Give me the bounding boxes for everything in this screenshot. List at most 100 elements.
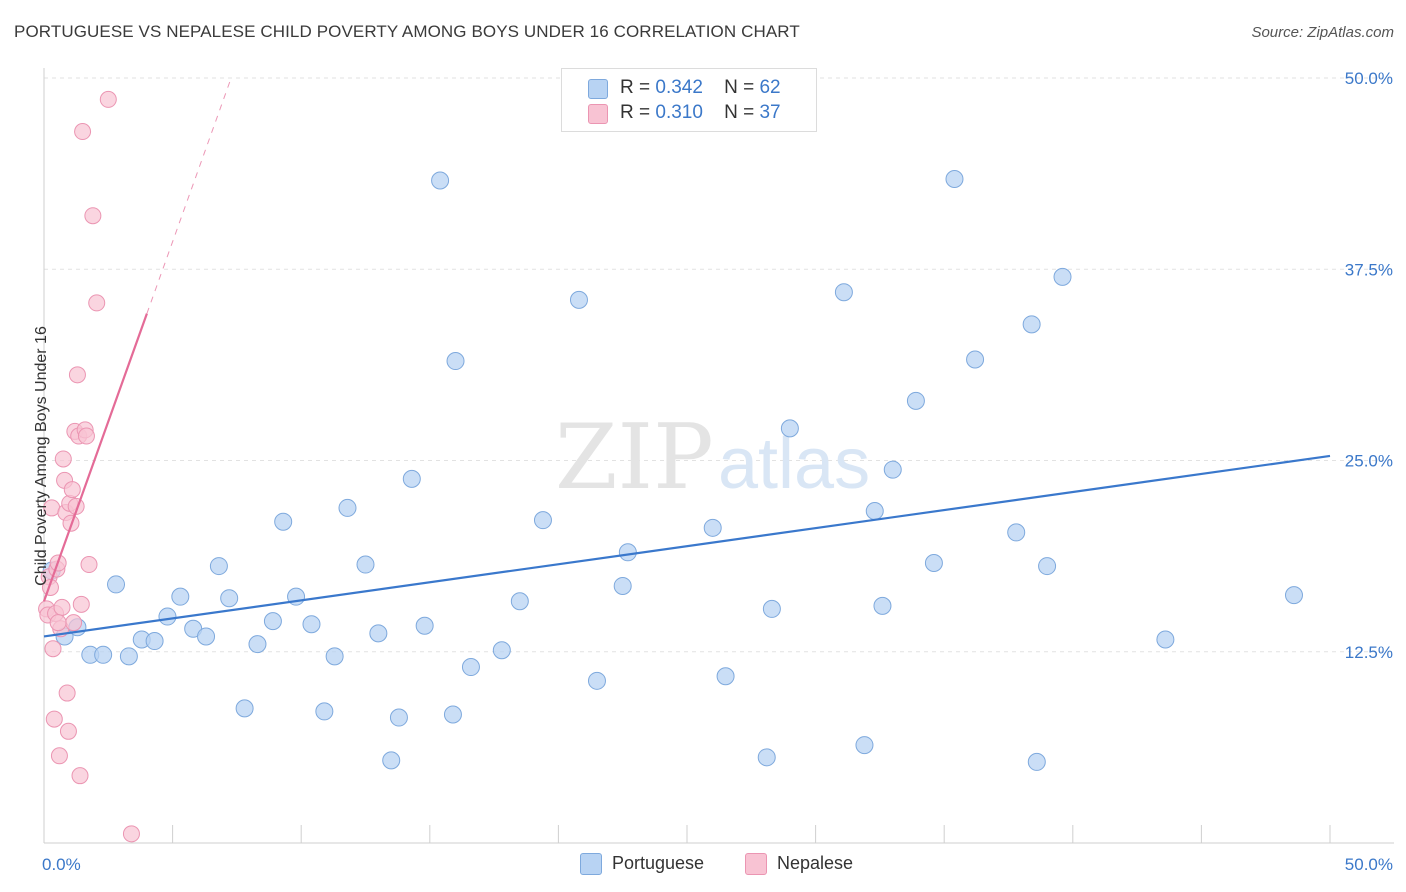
- point-portuguese: [492, 641, 511, 660]
- point-portuguese: [834, 283, 853, 302]
- point-portuguese: [533, 511, 552, 530]
- point-portuguese: [762, 599, 781, 618]
- bottom-legend-swatch-nepalese: [745, 853, 767, 875]
- point-portuguese: [382, 751, 401, 770]
- source-label: Source: ZipAtlas.com: [1251, 24, 1394, 41]
- point-portuguese: [757, 748, 776, 767]
- point-portuguese: [446, 352, 465, 371]
- point-nepalese: [49, 614, 67, 632]
- x-tick-label: 50.0%: [1345, 855, 1393, 874]
- point-portuguese: [906, 391, 925, 410]
- point-portuguese: [431, 171, 450, 190]
- point-portuguese: [235, 699, 254, 718]
- point-portuguese: [1027, 752, 1046, 771]
- point-portuguese: [703, 518, 722, 537]
- legend-n-value: 37: [759, 102, 781, 123]
- point-portuguese: [302, 615, 321, 634]
- point-portuguese: [1156, 630, 1175, 649]
- legend-swatch-nepalese: [588, 104, 608, 124]
- point-portuguese: [356, 555, 375, 574]
- trendline-nepalese-extension: [146, 77, 232, 314]
- point-portuguese: [197, 627, 216, 646]
- point-portuguese: [1284, 586, 1303, 605]
- point-portuguese: [865, 501, 884, 520]
- x-tick-label: 0.0%: [42, 855, 81, 874]
- legend-r-label: R =: [620, 102, 651, 123]
- bottom-legend-swatch-portuguese: [580, 853, 602, 875]
- legend-n-value: 62: [759, 77, 781, 98]
- stats-legend: R = 0.342 N = 62 R = 0.310 N = 37: [561, 68, 817, 132]
- point-nepalese: [74, 123, 92, 141]
- point-portuguese: [569, 290, 588, 309]
- point-nepalese: [54, 450, 72, 468]
- point-nepalese: [63, 481, 81, 499]
- point-portuguese: [966, 350, 985, 369]
- point-portuguese: [338, 498, 357, 517]
- point-portuguese: [119, 647, 138, 666]
- bottom-legend-label-portuguese: Portuguese: [612, 853, 705, 873]
- point-portuguese: [716, 667, 735, 686]
- point-portuguese: [158, 607, 177, 626]
- y-tick-label: 25.0%: [1345, 452, 1393, 471]
- point-portuguese: [402, 469, 421, 488]
- point-portuguese: [171, 587, 190, 606]
- watermark-atlas: atlas: [718, 424, 870, 504]
- point-portuguese: [369, 624, 388, 643]
- point-portuguese: [945, 169, 964, 188]
- point-portuguese: [613, 576, 632, 595]
- point-portuguese: [924, 554, 943, 573]
- point-portuguese: [883, 460, 902, 479]
- legend-r-label: R =: [620, 77, 651, 98]
- y-axis-label: Child Poverty Among Boys Under 16: [33, 326, 50, 586]
- point-portuguese: [209, 557, 228, 576]
- point-portuguese: [325, 647, 344, 666]
- y-axis-label-wrap: Child Poverty Among Boys Under 16: [14, 0, 50, 892]
- point-nepalese: [80, 556, 98, 574]
- point-portuguese: [461, 658, 480, 677]
- point-nepalese: [84, 207, 102, 225]
- point-nepalese: [45, 710, 63, 728]
- point-nepalese: [59, 722, 77, 740]
- point-nepalese: [122, 825, 140, 843]
- point-nepalese: [72, 595, 90, 613]
- point-portuguese: [107, 575, 126, 594]
- trendline-nepalese: [42, 313, 148, 602]
- legend-n-label: N =: [724, 102, 755, 123]
- point-portuguese: [274, 512, 293, 531]
- point-nepalese: [68, 366, 86, 384]
- point-nepalese: [71, 767, 89, 785]
- point-portuguese: [873, 596, 892, 615]
- point-portuguese: [1038, 557, 1057, 576]
- point-portuguese: [855, 736, 874, 755]
- point-portuguese: [1022, 315, 1041, 334]
- point-portuguese: [780, 419, 799, 438]
- point-portuguese: [415, 616, 434, 635]
- point-portuguese: [220, 589, 239, 608]
- point-portuguese: [443, 705, 462, 724]
- point-nepalese: [99, 90, 117, 108]
- legend-swatch-portuguese: [588, 79, 608, 99]
- point-portuguese: [94, 645, 113, 664]
- trendline-portuguese: [43, 454, 1331, 638]
- point-portuguese: [315, 702, 334, 721]
- bottom-legend-label-nepalese: Nepalese: [777, 853, 854, 873]
- legend-n-label: N =: [724, 77, 755, 98]
- legend-text-nepalese: R = 0.310 N = 37: [620, 102, 781, 124]
- point-portuguese: [1007, 523, 1026, 542]
- point-nepalese: [50, 747, 68, 765]
- point-nepalese: [77, 427, 95, 445]
- point-nepalese: [53, 598, 71, 616]
- point-nepalese: [44, 640, 62, 658]
- point-portuguese: [1053, 267, 1072, 286]
- legend-r-value: 0.342: [655, 77, 703, 98]
- point-portuguese: [145, 632, 164, 651]
- point-portuguese: [248, 635, 267, 654]
- point-portuguese: [263, 612, 282, 631]
- point-portuguese: [510, 592, 529, 611]
- point-nepalese: [58, 684, 76, 702]
- legend-text-portuguese: R = 0.342 N = 62: [620, 77, 781, 99]
- point-portuguese: [618, 543, 637, 562]
- watermark-zip: ZIP: [555, 405, 714, 510]
- point-portuguese: [587, 671, 606, 690]
